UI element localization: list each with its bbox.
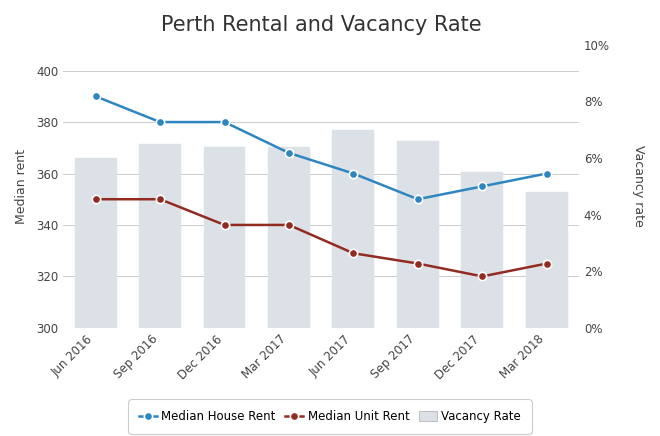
Bar xyxy=(333,130,374,328)
Title: Perth Rental and Vacancy Rate: Perth Rental and Vacancy Rate xyxy=(161,15,482,35)
Legend: Median House Rent, Median Unit Rent, Vacancy Rate: Median House Rent, Median Unit Rent, Vac… xyxy=(132,403,528,430)
Bar xyxy=(203,147,246,328)
Bar xyxy=(139,144,181,328)
Bar xyxy=(461,172,503,328)
Bar xyxy=(75,158,117,328)
Bar xyxy=(526,192,568,328)
Bar xyxy=(268,147,310,328)
Bar xyxy=(397,141,439,328)
Y-axis label: Median rent: Median rent xyxy=(15,149,28,224)
Y-axis label: Vacancy rate: Vacancy rate xyxy=(632,146,645,227)
